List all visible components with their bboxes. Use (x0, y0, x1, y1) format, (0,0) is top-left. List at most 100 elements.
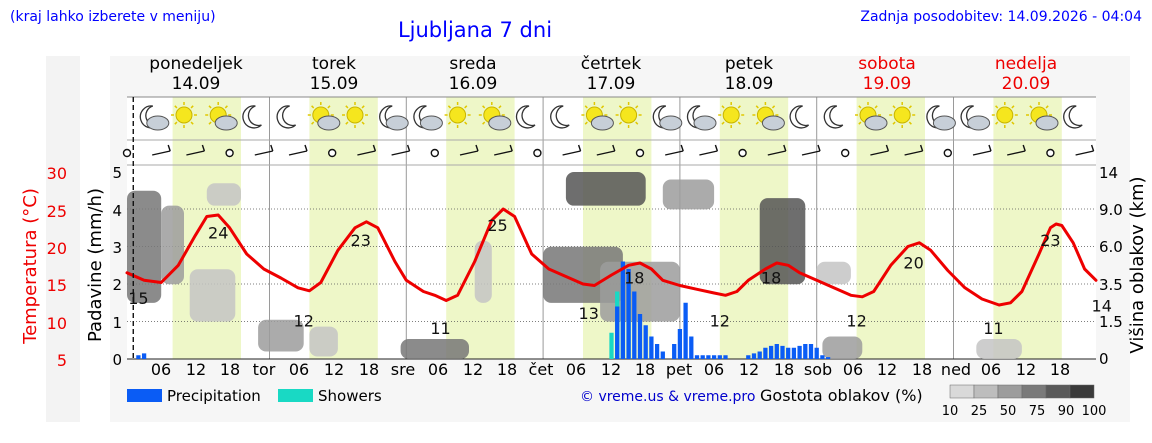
calm-wind-icon (430, 148, 439, 158)
cloud-height-tick: 3.5 (1099, 276, 1123, 294)
sun-ray-icon (874, 105, 878, 109)
temperature-label: 23 (351, 231, 371, 250)
temperature-label: 14 (1092, 297, 1112, 316)
cloud-layer (400, 339, 469, 359)
page-title: Ljubljana 7 dni (398, 18, 552, 42)
sun-ray-icon (600, 105, 605, 109)
precipitation-tick: 0 (112, 351, 122, 369)
sun-ray-icon (345, 121, 349, 125)
calm-wind-icon (738, 148, 747, 158)
wind-barb-icon (357, 150, 376, 156)
calm-wind-icon (635, 148, 645, 158)
sun-ray-icon (190, 105, 194, 109)
cloud-legend-scale: 10 25 50 75 90 100 (942, 384, 1106, 419)
x-day-label: sre (391, 360, 415, 379)
sun-ray-icon (858, 105, 862, 109)
precipitation-legend-label: Precipitation (167, 387, 261, 405)
cloud-layer (127, 190, 162, 303)
sun-ray-icon (755, 121, 759, 125)
precipitation-bar (791, 347, 797, 359)
wind-barb-icon (801, 150, 821, 156)
wind-barb-icon (201, 144, 206, 152)
precipitation-bar (643, 325, 648, 359)
cloud-legend-swatch (1069, 384, 1095, 399)
cloud-height-tick: 14 (1099, 164, 1118, 182)
moon-icon (550, 105, 570, 129)
wind-barb-icon (577, 144, 582, 152)
x-hour-label: 18 (497, 360, 517, 379)
cloud-layer (474, 240, 492, 303)
precipitation-bar (711, 355, 717, 359)
precipitation-bar (808, 344, 814, 359)
temperature-axis-label: Temperatura (°C) (20, 188, 41, 345)
x-hour-label: 06 (704, 360, 724, 379)
moon-icon (789, 105, 810, 129)
day-name: ponedeljek (149, 54, 243, 74)
x-hour-label: 06 (843, 360, 863, 379)
sun-ray-icon (447, 121, 452, 125)
cloud-legend-title: Gostota oblakov (%) (760, 386, 923, 405)
cloud-layer (662, 179, 715, 210)
cloud-layer (759, 198, 806, 285)
x-axis: tor sre čet pet sob ned 06 12 18 06 12 18 06 12 18 06 12… (151, 360, 1070, 379)
wind-barb-icon (1075, 150, 1094, 156)
cloud-legend-swatch (973, 384, 999, 399)
cloud-height-axis: Višina oblakov (km) 14 9.0 6.0 3.5 1.5 0 (1099, 164, 1148, 368)
sun-ray-icon (995, 121, 999, 125)
moon-icon (242, 105, 262, 129)
precipitation-bar (620, 261, 626, 359)
sun-ray-icon (908, 121, 912, 125)
day-name: torek (312, 54, 356, 74)
precipitation-tick: 3 (112, 239, 122, 257)
cloud-legend-level: 75 (1029, 404, 1046, 419)
sun-ray-icon (618, 105, 623, 109)
x-hour-label: 12 (463, 360, 483, 379)
sun-ray-icon (995, 105, 999, 109)
sun-ray-icon (1029, 121, 1033, 125)
temperature-label: 15 (128, 289, 148, 308)
sun-ray-icon (327, 105, 331, 109)
cloud-height-tick: 0 (1099, 350, 1109, 368)
sun-ray-icon (361, 105, 365, 109)
calm-wind-icon (943, 148, 952, 158)
wind-barb-icon (459, 150, 479, 156)
x-hour-label: 18 (774, 360, 794, 379)
precipitation-bar (694, 355, 700, 359)
x-day-label: sob (804, 360, 832, 379)
wind-barb-icon (288, 150, 308, 156)
temperature-axis: Temperatura (°C) 30 25 20 15 10 5 (20, 164, 67, 370)
region-note[interactable]: (kraj lahko izberete v meniju) (10, 9, 216, 25)
wind-barb-icon (665, 150, 684, 156)
day-date: 14.09 (172, 74, 221, 94)
day-date: 19.09 (863, 74, 912, 94)
precipitation-bar (751, 353, 757, 359)
wind-barb-icon (1090, 144, 1095, 152)
left-margin-panel (46, 56, 80, 422)
sun-icon (175, 106, 193, 124)
sun-icon (620, 106, 638, 124)
sun-ray-icon (584, 105, 588, 109)
day-name: petek (725, 54, 773, 74)
wind-barb-icon (699, 150, 718, 156)
precipitation-bar (746, 355, 751, 359)
credit-link[interactable]: © vreme.us & vreme.pro (580, 389, 755, 405)
temperature-label: 20 (903, 254, 923, 273)
precipitation-bar (723, 355, 728, 359)
day-date: 18.09 (725, 74, 774, 94)
precipitation-bar (654, 344, 660, 359)
x-hour-label: 18 (912, 360, 932, 379)
shower-bar (609, 332, 614, 359)
precipitation-bar (615, 306, 620, 359)
temperature-label: 11 (983, 319, 1003, 338)
wind-barb-icon (767, 150, 786, 156)
sun-ray-icon (908, 105, 912, 109)
wind-barb-icon (596, 150, 615, 156)
wind-barb-icon (904, 150, 923, 156)
wind-barb-icon (186, 150, 205, 156)
temperature-label: 24 (208, 224, 228, 243)
cloud-legend-swatch (997, 384, 1023, 399)
sun-ray-icon (311, 105, 315, 109)
wind-barb-icon (870, 150, 889, 156)
